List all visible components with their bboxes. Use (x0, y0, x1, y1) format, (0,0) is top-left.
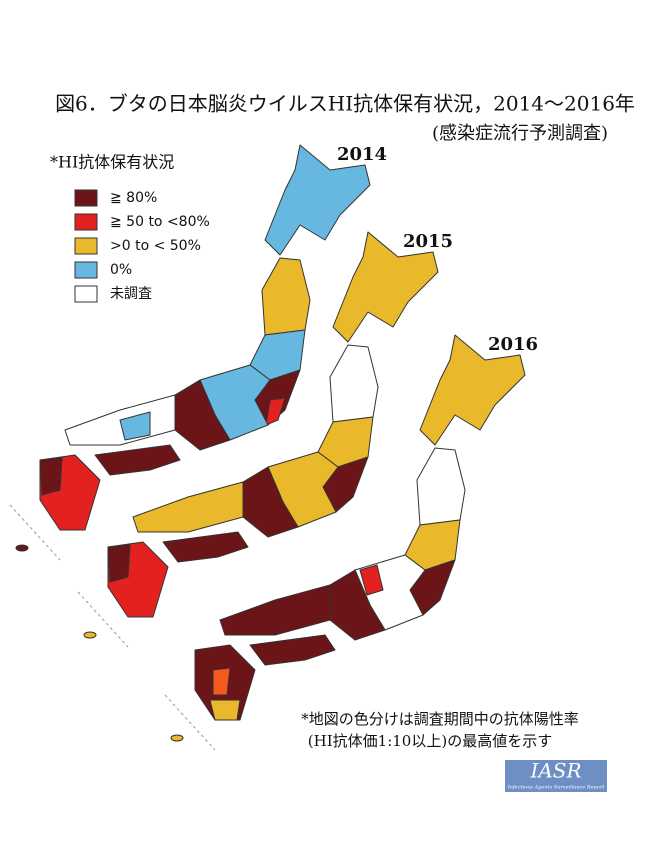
map-2014 (9, 144, 371, 561)
title: 図6．ブタの日本脳炎ウイルスHI抗体保有状況，2014～2016年 (55, 92, 635, 116)
legend: *HI抗体保有状況 ≧ 80% ≧ 50 to <80% >0 to < 50% 0%… (50, 153, 210, 303)
year-label: 2016 (488, 334, 538, 355)
legend-swatch (74, 261, 98, 279)
legend-swatch (74, 213, 98, 231)
logo: IASR Infectious Agents Surveillance Repo… (505, 759, 607, 792)
logo-name: IASR (529, 759, 581, 783)
footnote: *地図の色分けは調査期間中の抗体陽性率 (301, 710, 579, 728)
legend-label: >0 to < 50% (110, 238, 201, 254)
map-2016 (164, 334, 526, 751)
legend-swatch (74, 285, 98, 303)
legend-swatch (74, 189, 98, 207)
legend-label: ≧ 50 to <80% (110, 214, 210, 230)
legend-title: *HI抗体保有状況 (50, 153, 174, 172)
year-label: 2015 (403, 231, 453, 252)
subtitle: (感染症流行予測調査) (432, 123, 608, 144)
year-label: 2014 (337, 144, 387, 165)
logo-subtitle: Infectious Agents Surveillance Report (507, 785, 605, 791)
footnote: (HI抗体価1:10以上)の最高値を示す (308, 732, 552, 750)
logo-box (505, 760, 607, 792)
legend-label: 未調査 (110, 286, 152, 302)
legend-label: 0% (110, 262, 132, 278)
map-2015 (77, 231, 439, 648)
legend-swatch (74, 237, 98, 255)
legend-label: ≧ 80% (110, 190, 157, 206)
